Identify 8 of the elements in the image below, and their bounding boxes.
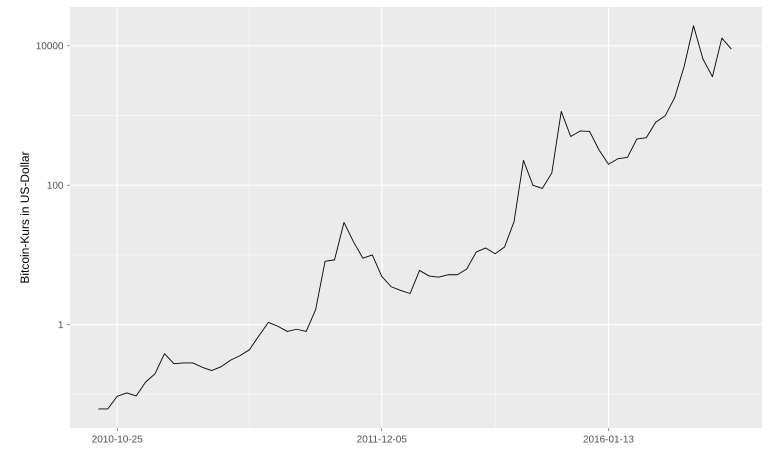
y-tick-label: 10000 [36, 42, 64, 50]
x-tick-label: 2011-12-05 [357, 435, 406, 443]
y-tick-label: 100 [48, 182, 64, 189]
y-axis-title: Bitcoin-Kurs in US-Dollar [20, 152, 29, 283]
x-tick-label: 2010-10-25 [92, 435, 142, 443]
y-tick-label: 1 [58, 321, 64, 328]
line-series [98, 25, 732, 410]
x-tick-label: 2016-01-13 [584, 435, 634, 443]
